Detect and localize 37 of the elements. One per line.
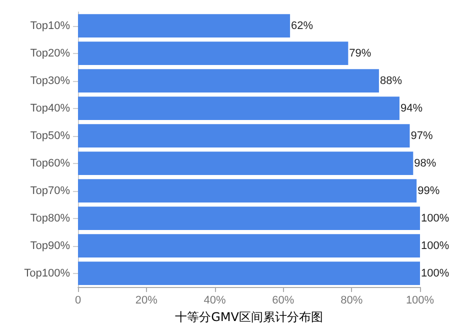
x-tick-label: 20%: [135, 294, 158, 306]
data-label: 88%: [380, 74, 402, 87]
x-tick-label: 40%: [204, 294, 226, 306]
y-tick-label: Top50%: [30, 130, 70, 142]
data-label: 97%: [410, 130, 433, 142]
data-label: 99%: [418, 184, 440, 197]
x-tick-label: 100%: [406, 294, 434, 306]
bar: [78, 152, 414, 175]
data-label: 62%: [291, 20, 314, 32]
data-label: 98%: [414, 157, 436, 170]
bar: [78, 179, 417, 202]
bar: [78, 14, 290, 38]
bar: [78, 206, 420, 230]
data-label: 100%: [421, 240, 450, 252]
y-tick-label: Top20%: [30, 47, 70, 60]
bar: [78, 234, 420, 258]
data-label: 100%: [421, 267, 450, 280]
y-tick-label: Top90%: [30, 240, 70, 252]
y-tick-label: Top10%: [30, 20, 70, 32]
x-axis-title: 十等分GMV区间累计分布图: [175, 310, 323, 324]
x-tick-label: 80%: [340, 294, 363, 306]
bar: [78, 262, 420, 285]
bar: [78, 69, 379, 92]
y-tick-label: Top70%: [30, 184, 70, 197]
data-label: 100%: [421, 212, 450, 224]
bar: [78, 96, 400, 120]
x-tick-label: 60%: [272, 294, 294, 306]
y-tick-label: Top100%: [24, 267, 70, 280]
y-tick-label: Top30%: [30, 74, 70, 87]
bar: [78, 42, 348, 65]
y-tick-label: Top40%: [30, 102, 70, 114]
data-label: 79%: [349, 47, 372, 60]
x-tick-label: 0: [74, 294, 82, 306]
y-tick-label: Top60%: [30, 157, 70, 170]
y-tick-label: Top80%: [30, 212, 70, 224]
bar: [78, 124, 410, 148]
data-label: 94%: [400, 102, 423, 114]
